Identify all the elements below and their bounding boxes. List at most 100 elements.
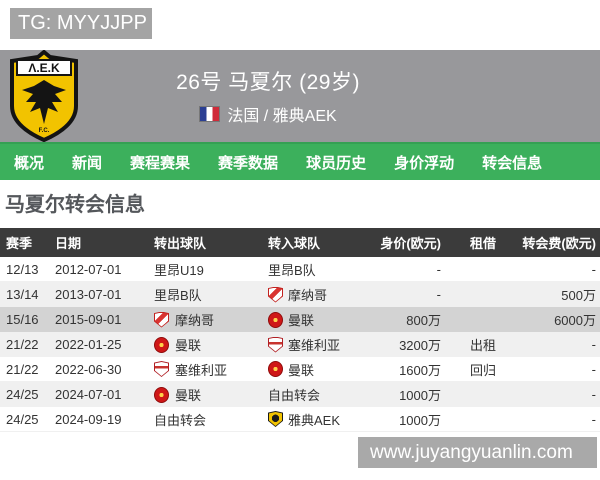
to-team-cell: 自由转会 xyxy=(265,385,378,404)
from-team-cell: 自由转会 xyxy=(150,410,265,429)
table-row[interactable]: 13/14 2013-07-01 里昂B队 摩纳哥 - 500万 xyxy=(0,282,600,307)
value-cell: - xyxy=(436,261,441,277)
monaco-crest-icon xyxy=(268,287,283,303)
from-team-name: 塞维利亚 xyxy=(175,362,228,378)
tab-bar: 概况 新闻 赛程赛果 赛季数据 球员历史 身价浮动 转会信息 xyxy=(0,142,600,180)
table-row[interactable]: 15/16 2015-09-01 摩纳哥 曼联 800万 6000万 xyxy=(0,307,600,332)
fee-cell: - xyxy=(591,387,596,402)
col-header-fee: 转会费(欧元) xyxy=(522,236,596,251)
aek-footer-text: F.C. xyxy=(39,128,50,134)
season-cell: 24/25 xyxy=(6,387,39,402)
fee-cell: - xyxy=(591,261,596,277)
player-header: Λ.Ε.Κ F.C. 26号 马夏尔 (29岁) 法国 / 雅典AEK xyxy=(0,50,600,142)
season-cell: 15/16 xyxy=(6,312,39,327)
col-header-season: 赛季 xyxy=(6,236,33,251)
date-cell: 2012-07-01 xyxy=(55,261,122,277)
season-cell: 21/22 xyxy=(6,337,39,352)
table-row[interactable]: 24/25 2024-09-19 自由转会 雅典AEK 1000万 - xyxy=(0,407,600,432)
player-header-text: 26号 马夏尔 (29岁) 法国 / 雅典AEK xyxy=(0,50,536,142)
col-header-from-team: 转出球队 xyxy=(154,236,207,251)
tab-fixtures-results[interactable]: 赛程赛果 xyxy=(130,154,191,172)
transfer-table-body: 12/13 2012-07-01 里昂U19 里昂B队 - - 13/14 20… xyxy=(0,257,600,432)
tab-value-fluctuation[interactable]: 身价浮动 xyxy=(394,154,455,172)
to-team-cell: 里昂B队 xyxy=(265,260,378,279)
date-cell: 2022-01-25 xyxy=(55,337,122,352)
from-team-cell: 里昂U19 xyxy=(150,260,265,279)
transfer-table: 赛季 日期 转出球队 转入球队 身价(欧元) 租借 转会费(欧元) 12/13 … xyxy=(0,228,600,432)
from-team-name: 自由转会 xyxy=(154,412,207,428)
aek-band-text: Λ.Ε.Κ xyxy=(28,61,60,75)
loan-cell: 回归 xyxy=(469,362,496,378)
from-team-name: 曼联 xyxy=(175,388,202,403)
from-team-cell: 曼联 xyxy=(150,335,265,354)
site-watermark-badge: www.juyangyuanlin.com xyxy=(358,437,597,468)
telegram-watermark-label: TG: MYYJJPP xyxy=(18,12,147,34)
france-flag-icon xyxy=(199,106,221,122)
from-team-name: 里昂U19 xyxy=(154,262,204,278)
value-cell: 1000万 xyxy=(399,412,441,428)
table-row[interactable]: 24/25 2024-07-01 曼联 自由转会 1000万 - xyxy=(0,382,600,407)
site-watermark-label: www.juyangyuanlin.com xyxy=(370,441,573,463)
date-cell: 2013-07-01 xyxy=(55,287,122,302)
table-row[interactable]: 21/22 2022-01-25 曼联 塞维利亚 3200万 出租 - xyxy=(0,332,600,357)
table-row[interactable]: 12/13 2012-07-01 里昂U19 里昂B队 - - xyxy=(0,257,600,282)
manutd-crest-icon xyxy=(154,336,169,353)
to-team-cell: 塞维利亚 xyxy=(265,335,378,354)
aek-crest-icon xyxy=(268,411,283,427)
transfer-table-header: 赛季 日期 转出球队 转入球队 身价(欧元) 租借 转会费(欧元) xyxy=(0,228,600,257)
aek-band xyxy=(16,59,72,76)
to-team-cell: 摩纳哥 xyxy=(265,285,378,304)
fee-cell: - xyxy=(591,337,596,352)
value-cell: 800万 xyxy=(406,313,441,328)
col-header-loan: 租借 xyxy=(469,236,496,251)
value-cell: 1600万 xyxy=(399,362,441,378)
season-cell: 24/25 xyxy=(6,411,39,427)
sevilla-crest-icon xyxy=(154,361,169,377)
telegram-watermark-badge: TG: MYYJJPP xyxy=(10,8,152,39)
from-team-name: 曼联 xyxy=(175,338,202,353)
col-header-value: 身价(欧元) xyxy=(380,236,441,251)
tab-overview[interactable]: 概况 xyxy=(14,154,45,172)
tab-player-history[interactable]: 球员历史 xyxy=(306,154,367,172)
aek-club-logo: Λ.Ε.Κ F.C. xyxy=(10,50,78,142)
to-team-name: 里昂B队 xyxy=(268,262,316,278)
manutd-crest-icon xyxy=(268,361,283,377)
from-team-name: 摩纳哥 xyxy=(175,313,215,328)
col-header-date: 日期 xyxy=(55,236,82,251)
fee-cell: - xyxy=(591,411,596,427)
season-cell: 13/14 xyxy=(6,287,39,302)
manutd-crest-icon xyxy=(268,311,283,328)
monaco-crest-icon xyxy=(154,312,169,328)
sevilla-crest-icon xyxy=(268,337,283,353)
tab-season-stats[interactable]: 赛季数据 xyxy=(218,154,279,172)
player-subtitle: 法国 / 雅典AEK xyxy=(199,102,337,126)
to-team-name: 自由转会 xyxy=(268,388,321,403)
tab-news[interactable]: 新闻 xyxy=(72,154,103,172)
from-team-cell: 塞维利亚 xyxy=(150,360,265,379)
loan-cell: 出租 xyxy=(469,338,496,353)
value-cell: 3200万 xyxy=(399,338,441,353)
section-title: 马夏尔转会信息 xyxy=(5,194,145,216)
value-cell: - xyxy=(436,287,441,302)
from-team-cell: 曼联 xyxy=(150,385,265,404)
date-cell: 2015-09-01 xyxy=(55,312,122,327)
date-cell: 2024-07-01 xyxy=(55,387,122,402)
date-cell: 2024-09-19 xyxy=(55,411,122,427)
date-cell: 2022-06-30 xyxy=(55,361,122,377)
manutd-crest-icon xyxy=(154,386,169,403)
aek-eagle-icon xyxy=(22,80,66,124)
table-row[interactable]: 21/22 2022-06-30 塞维利亚 曼联 1600万 回归 - xyxy=(0,357,600,382)
from-team-cell: 里昂B队 xyxy=(150,285,265,304)
to-team-name: 雅典AEK xyxy=(288,412,341,428)
to-team-cell: 雅典AEK xyxy=(265,410,378,429)
fee-cell: 6000万 xyxy=(554,313,596,328)
season-cell: 21/22 xyxy=(6,361,39,377)
from-team-cell: 摩纳哥 xyxy=(150,310,265,329)
to-team-name: 摩纳哥 xyxy=(288,288,328,303)
col-header-to-team: 转入球队 xyxy=(268,236,321,251)
to-team-cell: 曼联 xyxy=(265,310,378,329)
tab-transfer-info[interactable]: 转会信息 xyxy=(482,154,543,172)
season-cell: 12/13 xyxy=(6,261,39,277)
to-team-cell: 曼联 xyxy=(265,360,378,379)
